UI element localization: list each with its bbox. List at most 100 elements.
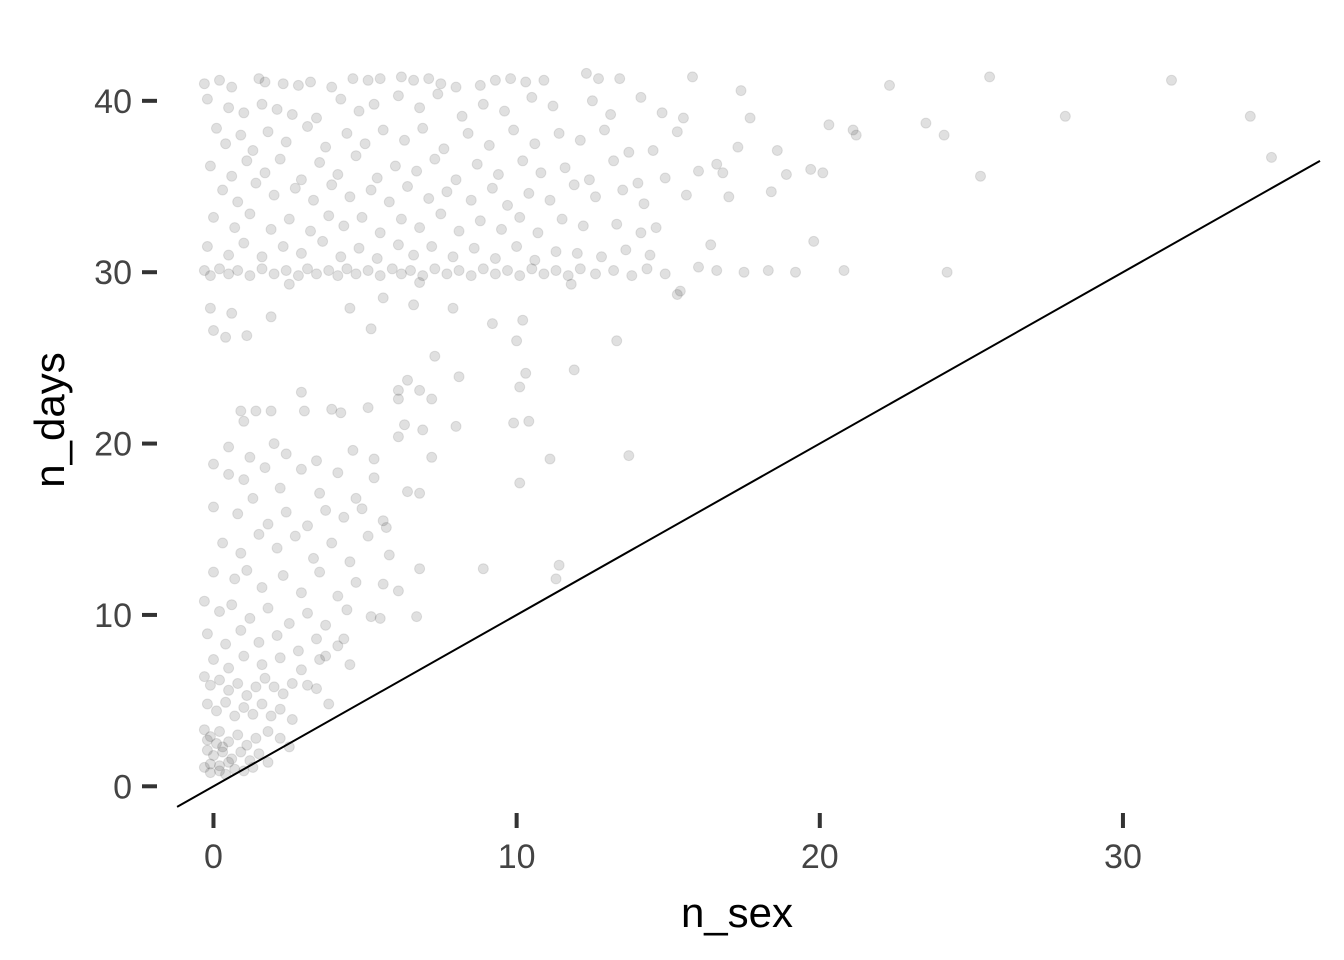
data-point <box>280 265 292 276</box>
data-point <box>259 462 271 474</box>
data-point <box>365 611 377 623</box>
data-point <box>226 753 238 765</box>
data-point <box>268 189 280 201</box>
data-point <box>417 122 429 134</box>
data-point <box>677 112 689 124</box>
data-point <box>350 150 362 162</box>
data-point <box>523 187 535 199</box>
data-point <box>302 679 313 691</box>
data-point <box>223 441 235 453</box>
data-point <box>389 160 401 172</box>
data-point <box>517 155 529 167</box>
data-point <box>1059 110 1071 122</box>
data-point <box>441 186 453 198</box>
data-point <box>693 165 704 177</box>
data-point <box>223 249 235 261</box>
data-point <box>474 79 486 91</box>
data-point <box>250 681 262 693</box>
data-point <box>226 599 238 611</box>
data-point <box>277 570 289 581</box>
data-point <box>562 270 574 282</box>
data-point <box>198 78 210 90</box>
data-point <box>426 451 438 463</box>
data-point <box>599 124 610 136</box>
data-point <box>295 463 307 475</box>
data-point <box>244 451 256 463</box>
data-point <box>520 76 532 88</box>
data-point <box>571 247 583 259</box>
data-point <box>514 270 526 282</box>
data-point <box>292 270 304 282</box>
data-point <box>392 239 404 251</box>
data-point <box>277 241 289 252</box>
data-point <box>1166 74 1177 86</box>
y-tick-label: 30 <box>94 254 132 292</box>
data-point <box>223 736 235 748</box>
data-point <box>356 503 368 515</box>
data-point <box>274 482 286 494</box>
data-point <box>511 335 523 347</box>
data-point <box>204 758 216 770</box>
data-point <box>220 696 232 708</box>
data-point <box>550 573 562 585</box>
data-point <box>198 761 210 773</box>
data-point <box>392 384 404 396</box>
data-point <box>544 194 556 206</box>
data-point <box>295 386 307 398</box>
data-point <box>623 450 635 462</box>
data-point <box>508 124 520 136</box>
data-point <box>556 213 568 225</box>
data-point <box>374 612 386 624</box>
data-point <box>608 155 620 167</box>
y-tick-label: 10 <box>94 597 132 635</box>
data-point <box>350 492 362 504</box>
data-point <box>283 213 295 225</box>
x-axis: 0 10 20 30 <box>204 813 1142 876</box>
data-point <box>350 268 362 280</box>
y-tick-label: 20 <box>94 426 132 464</box>
data-point <box>414 222 426 234</box>
data-point <box>204 731 216 743</box>
points-layer <box>198 67 1277 780</box>
data-point <box>283 278 295 290</box>
data-point <box>253 528 265 540</box>
data-point <box>847 124 859 136</box>
data-point <box>344 659 356 671</box>
data-point <box>492 169 504 180</box>
data-point <box>320 141 332 153</box>
data-point <box>938 129 950 141</box>
data-point <box>289 182 301 194</box>
data-point <box>529 138 541 150</box>
data-point <box>286 109 298 120</box>
data-point <box>423 193 435 204</box>
x-tick-label: 20 <box>801 838 839 876</box>
data-point <box>241 330 253 342</box>
data-point <box>514 477 526 489</box>
data-point <box>214 726 225 737</box>
data-point <box>502 265 513 276</box>
data-point <box>341 127 353 139</box>
data-point <box>486 182 498 194</box>
data-point <box>884 79 895 91</box>
data-point <box>268 681 280 693</box>
data-point <box>214 760 225 772</box>
data-point <box>771 145 783 156</box>
data-point <box>238 237 250 249</box>
data-point <box>392 90 404 102</box>
data-point <box>850 129 862 141</box>
data-point <box>638 198 650 210</box>
data-point <box>580 67 592 79</box>
data-point <box>583 174 595 186</box>
data-point <box>383 196 395 208</box>
data-point <box>608 265 620 276</box>
data-point <box>489 253 501 264</box>
data-point <box>626 270 638 282</box>
data-point <box>362 530 374 542</box>
data-point <box>362 74 374 86</box>
data-point <box>214 674 225 686</box>
data-point <box>259 167 271 179</box>
data-point <box>277 688 289 700</box>
data-point <box>450 174 462 186</box>
data-point <box>477 563 489 575</box>
data-point <box>338 220 350 232</box>
